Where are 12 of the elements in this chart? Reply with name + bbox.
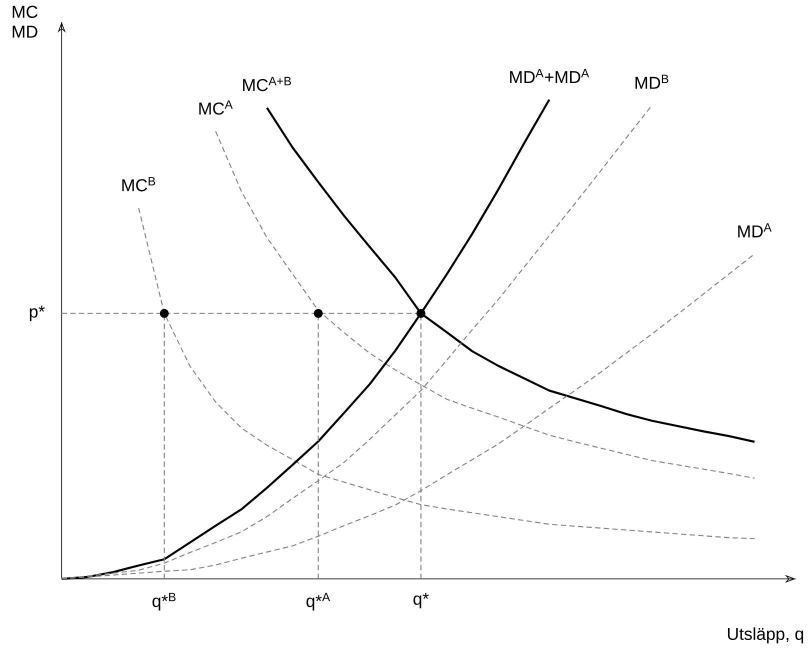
series-label: MC$^{A}$ xyxy=(199,100,233,115)
series-label: MC$^{B}$ xyxy=(122,177,156,192)
x-axis-title: Utsläpp, q xyxy=(728,627,804,644)
series-label: MD$^{A}$+MD$^{A}$ xyxy=(510,68,590,83)
series-label: MD$^{B}$ xyxy=(636,74,668,89)
y-axis-title: MC MD xyxy=(12,6,38,38)
ref-line-label: p* xyxy=(30,306,45,322)
x-tick-label: q* xyxy=(414,592,429,608)
x-tick-label: q*$^{B}$ xyxy=(152,592,176,610)
series-label: MD$^{A}$ xyxy=(738,223,772,238)
x-tick-label: q*$^{A}$ xyxy=(306,592,330,610)
series-label: MC$^{A+B}$ xyxy=(243,76,291,92)
